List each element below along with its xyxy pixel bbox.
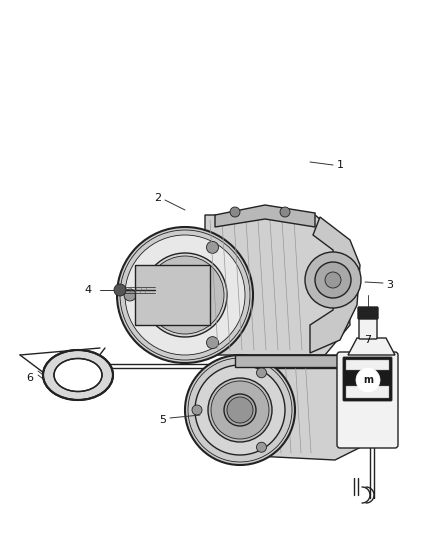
FancyBboxPatch shape [358, 307, 378, 319]
Circle shape [125, 235, 245, 355]
Bar [346, 360, 389, 370]
Polygon shape [235, 355, 345, 367]
Circle shape [208, 378, 272, 442]
Bar [346, 386, 389, 398]
Text: 2: 2 [155, 193, 162, 203]
Ellipse shape [51, 379, 65, 387]
Ellipse shape [43, 350, 113, 400]
Polygon shape [348, 338, 395, 355]
Text: 6: 6 [27, 373, 33, 383]
Text: 3: 3 [386, 280, 393, 290]
Circle shape [117, 227, 253, 363]
Circle shape [356, 368, 380, 392]
Circle shape [325, 272, 341, 288]
Circle shape [257, 368, 266, 378]
Circle shape [185, 355, 295, 465]
Text: 4: 4 [85, 285, 92, 295]
Text: m: m [363, 375, 373, 385]
Circle shape [192, 405, 202, 415]
Circle shape [168, 278, 202, 312]
Circle shape [280, 207, 290, 217]
Polygon shape [235, 355, 365, 460]
Circle shape [305, 252, 361, 308]
Circle shape [195, 365, 285, 455]
Polygon shape [215, 205, 315, 227]
Text: 5: 5 [159, 415, 166, 425]
Text: 7: 7 [364, 335, 371, 345]
Circle shape [230, 207, 240, 217]
Text: 1: 1 [336, 160, 343, 170]
Circle shape [206, 337, 219, 349]
Circle shape [211, 381, 269, 439]
Circle shape [227, 397, 253, 423]
Circle shape [257, 442, 266, 452]
Polygon shape [205, 215, 350, 355]
Polygon shape [135, 265, 210, 325]
Circle shape [224, 394, 256, 426]
FancyBboxPatch shape [343, 357, 392, 401]
Circle shape [146, 256, 224, 334]
Circle shape [143, 253, 227, 337]
Ellipse shape [54, 359, 102, 392]
Circle shape [114, 284, 126, 296]
Circle shape [165, 275, 205, 315]
Polygon shape [310, 217, 360, 353]
FancyBboxPatch shape [337, 352, 398, 448]
FancyBboxPatch shape [359, 317, 377, 339]
Circle shape [206, 241, 219, 253]
Circle shape [124, 289, 136, 301]
Circle shape [315, 262, 351, 298]
